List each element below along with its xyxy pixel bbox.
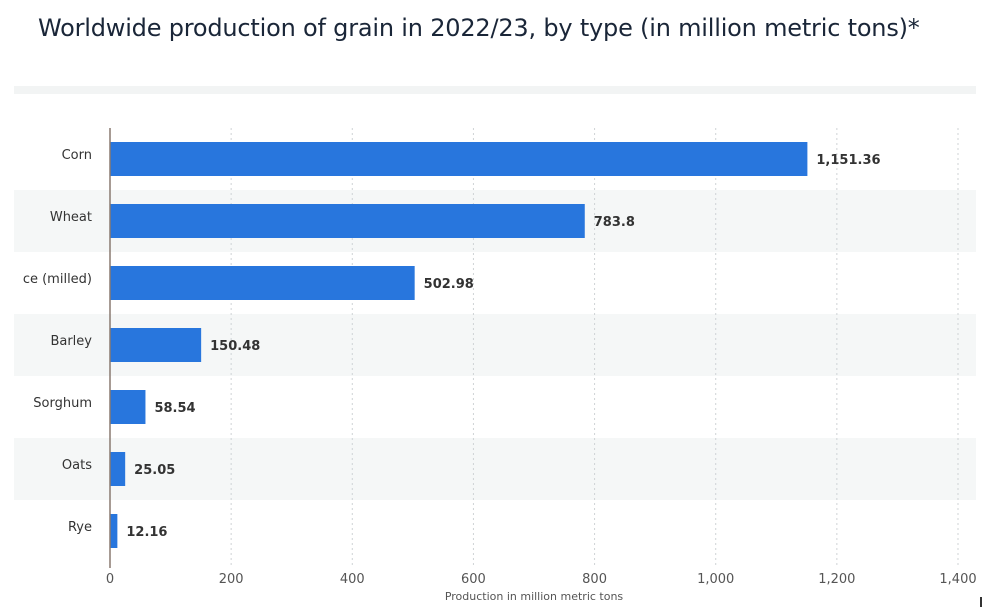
value-label: 25.05 xyxy=(134,463,175,478)
value-label: 12.16 xyxy=(126,525,167,540)
value-label: 1,151.36 xyxy=(816,153,880,168)
x-tick-label: 1,200 xyxy=(818,572,855,587)
value-label: 502.98 xyxy=(424,277,474,292)
bar[interactable] xyxy=(110,328,202,362)
category-label: ce (milled) xyxy=(23,272,92,287)
row-band xyxy=(14,438,976,500)
x-tick-label: 600 xyxy=(461,572,486,587)
bar[interactable] xyxy=(110,142,808,176)
x-tick-label: 1,000 xyxy=(697,572,734,587)
category-label: Oats xyxy=(62,458,92,473)
bar[interactable] xyxy=(110,514,118,548)
header-divider xyxy=(14,86,976,94)
chart-title: Worldwide production of grain in 2022/23… xyxy=(38,14,920,42)
value-label: 783.8 xyxy=(594,215,635,230)
x-tick-label: 0 xyxy=(106,572,114,587)
bar[interactable] xyxy=(110,452,126,486)
category-label: Sorghum xyxy=(33,396,92,411)
category-labels: Corn Wheat ce (milled) Barley Sorghum Oats Rye xyxy=(23,148,92,535)
x-axis-title: Production in million metric tons xyxy=(445,590,624,603)
category-label: Corn xyxy=(62,148,92,163)
category-label: Wheat xyxy=(50,210,92,225)
bar[interactable] xyxy=(110,204,585,238)
bar[interactable] xyxy=(110,390,146,424)
x-tick-label: 200 xyxy=(219,572,244,587)
value-label: 58.54 xyxy=(154,401,195,416)
value-label: 150.48 xyxy=(210,339,260,354)
value-labels: 1,151.36 783.8 502.98 150.48 58.54 25.05 12.16 xyxy=(126,153,880,540)
x-tick-label: 800 xyxy=(582,572,607,587)
x-tick-label: 400 xyxy=(340,572,365,587)
row-bands xyxy=(14,190,976,500)
grid-lines xyxy=(230,128,959,568)
category-label: Rye xyxy=(68,520,92,535)
bars xyxy=(110,142,808,548)
category-label: Barley xyxy=(50,334,92,349)
bar[interactable] xyxy=(110,266,415,300)
tick-labels: 0 200 400 600 800 1,000 1,200 1,400 xyxy=(106,572,977,587)
text-cursor-mark xyxy=(980,597,982,607)
x-tick-label: 1,400 xyxy=(939,572,976,587)
